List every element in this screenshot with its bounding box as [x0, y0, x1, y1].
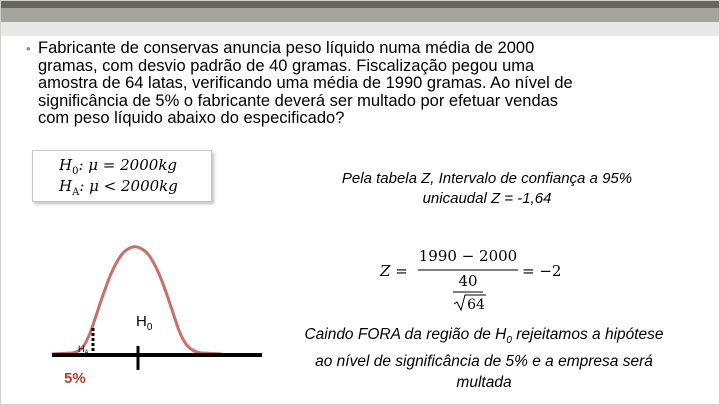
z-numerator: 1990 − 2000 — [419, 247, 517, 265]
conclusion-line3: multada — [456, 374, 512, 392]
z-denominator-bottom: 64 — [467, 297, 485, 313]
bullet-icon: • — [26, 41, 31, 56]
h0-chart-label: H0 — [136, 313, 153, 333]
table-note: Pela tabela Z, Intervalo de confiança a … — [300, 170, 674, 207]
z-rhs: = −2 — [522, 262, 561, 280]
normal-distribution-chart: H0 HA 5% — [52, 245, 262, 386]
table-note-line1: Pela tabela Z, Intervalo de confiança a … — [341, 170, 633, 187]
table-note-line2: unicaudal Z = -1,64 — [422, 190, 552, 207]
ha-chart-label: HA — [78, 344, 89, 356]
alternative-hypothesis: HA: μ < 2000kg — [59, 177, 178, 198]
problem-line: amostra de 64 latas, verificando uma méd… — [38, 74, 573, 92]
z-formula: Z = 1990 − 2000 40 64 = −2 — [379, 247, 561, 313]
problem-line: com peso líquido abaixo do especificado? — [38, 109, 345, 127]
conclusion-text: Caindo FORA da região de H0 rejeitamos a… — [252, 324, 716, 393]
problem-line: Fabricante de conservas anuncia peso líq… — [38, 39, 535, 57]
sqrt-icon — [453, 294, 486, 312]
null-hypothesis: H0: μ = 2000kg — [59, 156, 178, 177]
header-band-dark — [0, 0, 720, 8]
z-lhs: Z = — [379, 262, 408, 280]
hypotheses-box: H0: μ = 2000kg HA: μ < 2000kg — [32, 150, 212, 202]
problem-statement: • Fabricante de conservas anuncia peso l… — [26, 39, 678, 128]
conclusion-line1: Caindo FORA da região de H0 rejeitamos a… — [304, 326, 664, 347]
problem-line: gramas, com desvio padrão de 40 gramas. … — [38, 56, 535, 75]
z-denominator-top: 40 — [458, 272, 477, 290]
bell-curve — [52, 245, 223, 356]
slide-header-band — [0, 0, 720, 36]
alpha-label: 5% — [64, 370, 86, 386]
problem-line: significância de 5% o fabricante deverá … — [38, 91, 559, 110]
conclusion-line2: ao nível de significância de 5% e a empr… — [315, 353, 653, 371]
